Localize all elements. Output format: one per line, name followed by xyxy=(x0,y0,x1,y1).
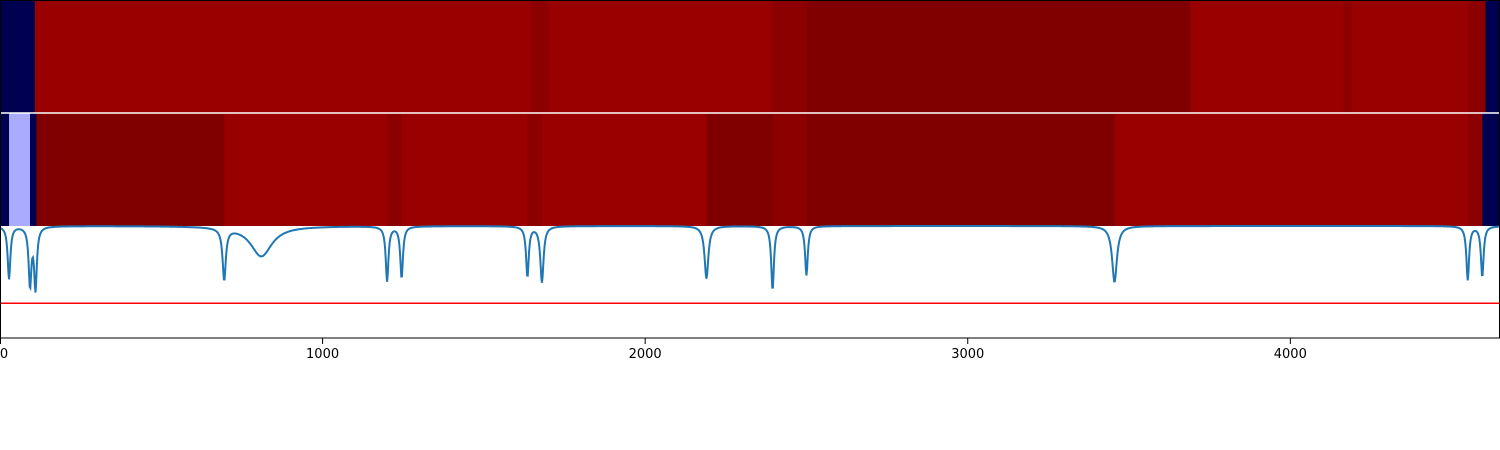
heatmap-segment xyxy=(387,113,403,226)
heatmap-segment xyxy=(1190,0,1345,113)
heatmap-segment xyxy=(36,113,225,226)
heatmap-segment xyxy=(527,113,543,226)
heatmap-segment xyxy=(706,113,774,226)
heatmap-segment xyxy=(9,113,31,226)
signal-line xyxy=(0,225,1500,293)
x-axis: 0 1000 2000 3000 4000 xyxy=(0,338,1307,362)
heatmap-segment xyxy=(1467,113,1483,226)
heatmap-segment xyxy=(541,113,708,226)
heatmap-segment xyxy=(0,0,36,113)
heatmap-segment xyxy=(548,0,772,113)
heatmap-segment xyxy=(1114,113,1469,226)
heatmap-segment xyxy=(1343,0,1353,113)
heatmap-segment xyxy=(770,0,808,113)
heatmap-segment xyxy=(806,0,1191,113)
heatmap-track-bottom xyxy=(0,113,1500,226)
heatmap-segment xyxy=(30,113,38,226)
heatmap-segment xyxy=(224,113,388,226)
heatmap-segment xyxy=(530,0,549,113)
heatmap-segment xyxy=(1482,113,1500,226)
x-tick-label: 2000 xyxy=(629,347,662,362)
heatmap-segment xyxy=(34,0,532,113)
heatmap-segment xyxy=(1485,0,1500,113)
signal-panel xyxy=(0,225,1500,305)
heatmap-segment xyxy=(772,113,808,226)
x-tick-label: 3000 xyxy=(951,347,984,362)
heatmap-segment xyxy=(806,113,1116,226)
heatmap-segment xyxy=(1351,0,1469,113)
x-tick-label: 1000 xyxy=(306,347,339,362)
x-tick-label: 0 xyxy=(0,347,8,362)
heatmap-segment xyxy=(401,113,529,226)
heatmap-track-top xyxy=(0,0,1500,113)
heatmap-segment xyxy=(1467,0,1487,113)
heatmap-segment xyxy=(0,113,10,226)
x-tick-label: 4000 xyxy=(1274,347,1307,362)
